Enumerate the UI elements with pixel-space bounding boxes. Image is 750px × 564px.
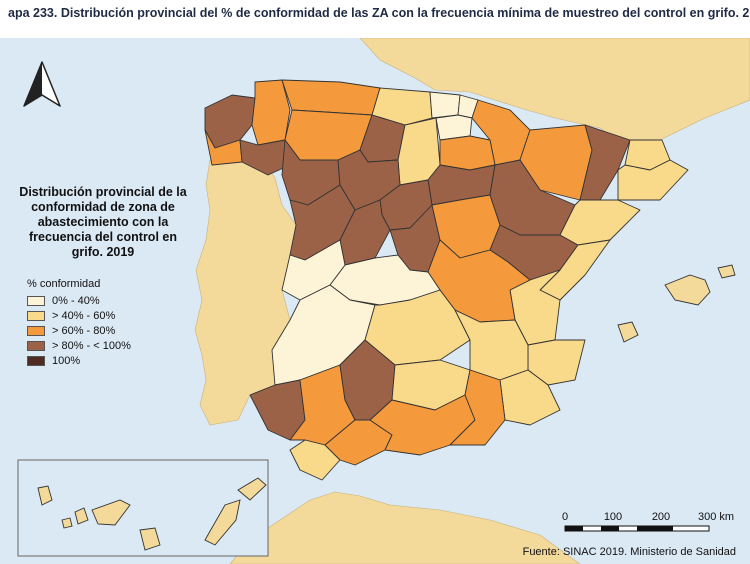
island-el-hierro bbox=[61, 517, 73, 529]
north-arrow-icon bbox=[23, 61, 61, 107]
province-lugo bbox=[251, 79, 291, 146]
france-land bbox=[359, 38, 750, 149]
legend-item: 100% bbox=[27, 353, 131, 368]
legend-swatch bbox=[27, 340, 45, 351]
legend-swatch bbox=[27, 325, 45, 336]
legend-label: > 80% - < 100% bbox=[52, 339, 131, 352]
island-gran-canaria bbox=[139, 527, 161, 551]
map-title: Distribución provincial de la conformida… bbox=[8, 185, 198, 260]
legend-swatch bbox=[27, 310, 45, 321]
map-title-line: abastecimiento con la bbox=[37, 215, 169, 229]
legend-item: > 80% - < 100% bbox=[27, 338, 131, 353]
island-mallorca bbox=[664, 274, 711, 306]
scale-bar: 0 100 200 300 km bbox=[562, 511, 734, 532]
legend-label: 0% - 40% bbox=[52, 294, 100, 307]
legend-label: > 60% - 80% bbox=[52, 324, 116, 337]
province-la-rioja bbox=[439, 135, 496, 171]
portugal-land bbox=[194, 149, 297, 426]
island-menorca bbox=[717, 264, 736, 279]
legend-item: > 40% - 60% bbox=[27, 308, 131, 323]
island-tenerife bbox=[91, 499, 131, 526]
island-fuerteventura bbox=[204, 499, 241, 546]
legend-label: > 40% - 60% bbox=[52, 309, 116, 322]
island-ibiza bbox=[617, 321, 639, 343]
legend-heading: % conformidad bbox=[27, 278, 101, 290]
legend-swatch bbox=[27, 295, 45, 306]
province-almeria bbox=[449, 369, 506, 446]
island-la-palma bbox=[37, 485, 53, 506]
province-barcelona bbox=[617, 159, 689, 201]
province-granada bbox=[369, 394, 476, 456]
legend-item: > 60% - 80% bbox=[27, 323, 131, 338]
map-title-line: grifo. 2019 bbox=[71, 245, 135, 259]
scale-label-0: 0 bbox=[562, 511, 568, 523]
map-title-line: conformidad de zona de bbox=[31, 200, 175, 214]
map-title-line: frecuencia del control en bbox=[29, 230, 177, 244]
canary-islands bbox=[37, 477, 267, 551]
africa-land bbox=[229, 491, 581, 564]
legend-label: 100% bbox=[52, 354, 81, 367]
map-canvas: 0 100 200 300 km bbox=[0, 38, 750, 564]
map-legend: % conformidad 0% - 40% > 40% - 60% > 60%… bbox=[27, 278, 131, 368]
source-note: Fuente: SINAC 2019. Ministerio de Sanida… bbox=[522, 546, 736, 558]
province-alava bbox=[435, 114, 473, 141]
legend-item: 0% - 40% bbox=[27, 293, 131, 308]
island-lanzarote bbox=[237, 477, 267, 501]
spain-provinces bbox=[204, 79, 689, 481]
legend-swatch bbox=[27, 355, 45, 366]
scale-label-100: 100 bbox=[604, 511, 622, 523]
figure-caption: apa 233. Distribución provincial del % d… bbox=[0, 0, 750, 30]
island-la-gomera bbox=[74, 507, 89, 525]
balearic-islands bbox=[617, 264, 736, 343]
scale-label-200: 200 bbox=[652, 511, 670, 523]
scale-label-300: 300 km bbox=[698, 511, 734, 523]
province-bizkaia bbox=[429, 91, 461, 119]
map-title-line: Distribución provincial de la bbox=[19, 185, 187, 199]
